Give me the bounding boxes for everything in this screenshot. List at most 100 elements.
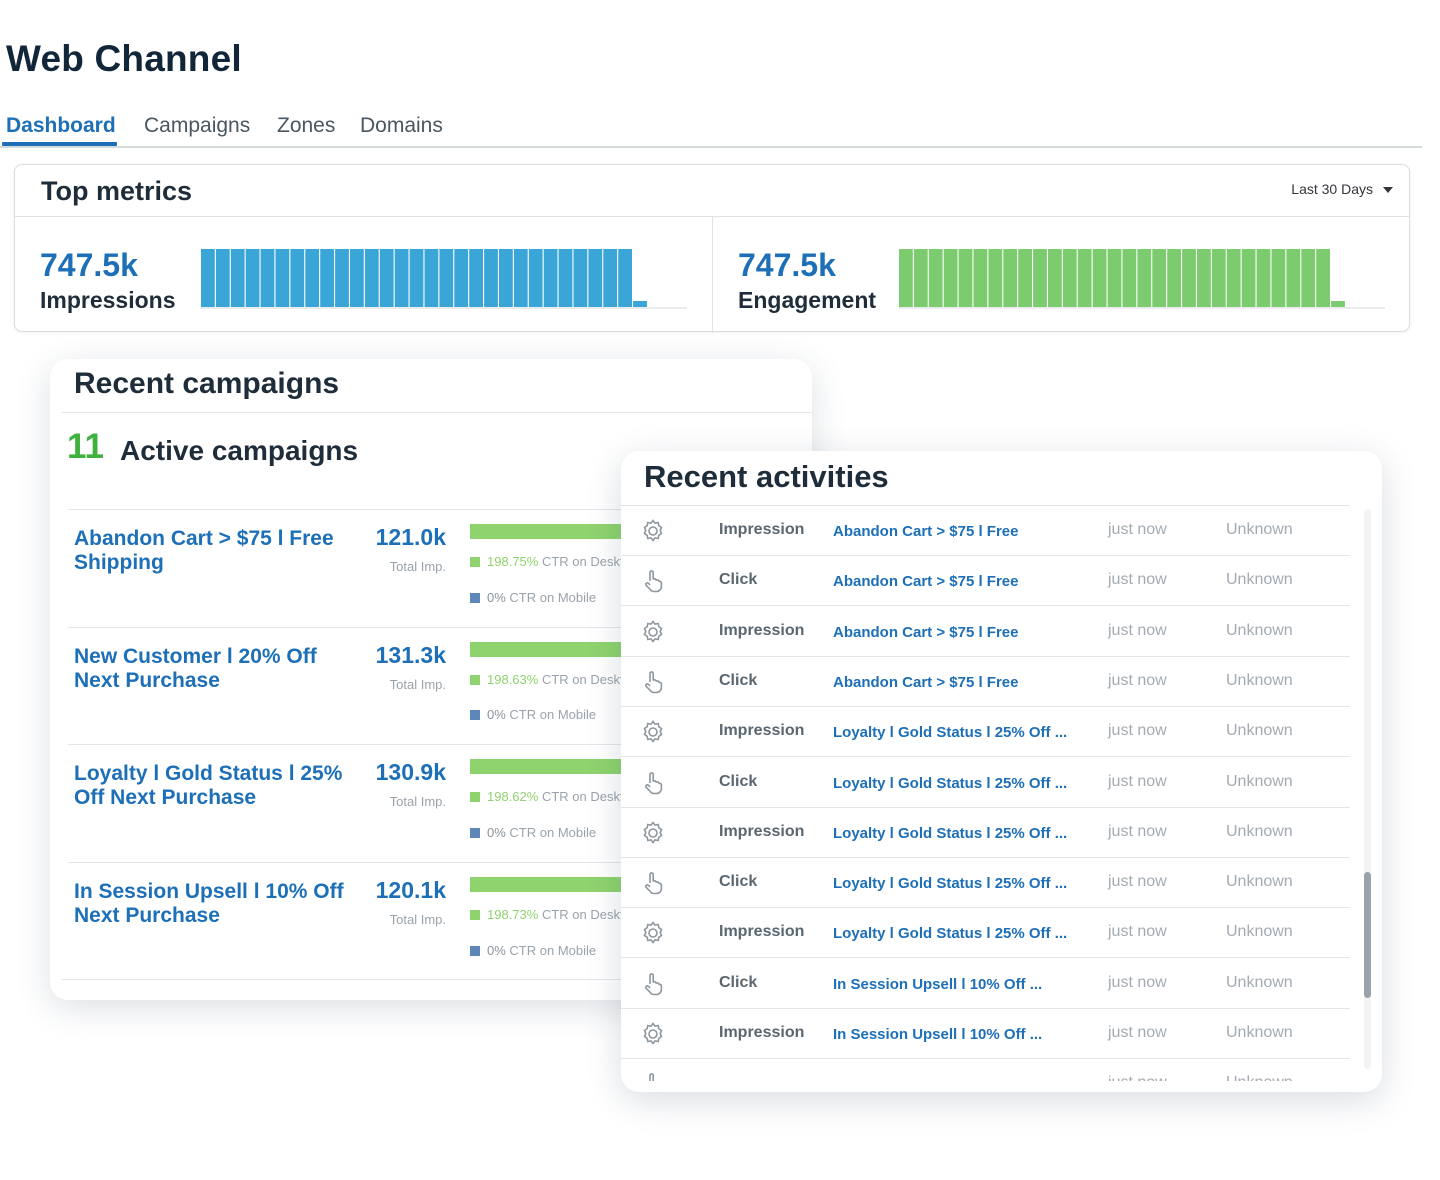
tab-zones[interactable]: Zones xyxy=(277,114,336,137)
sparkline-bar xyxy=(364,249,379,307)
activity-campaign-link[interactable]: Abandon Cart > $75 l Free xyxy=(833,523,1019,540)
active-tab-indicator xyxy=(2,142,117,146)
sparkline-bar xyxy=(1018,249,1032,307)
sparkline-bar xyxy=(603,249,618,307)
activity-campaign-link[interactable]: Loyalty l Gold Status l 25% Off ... xyxy=(833,774,1068,792)
activity-campaign-link[interactable]: Loyalty l Gold Status l 25% Off ... xyxy=(833,925,1068,943)
legend-square-icon xyxy=(470,556,480,567)
activity-campaign-link[interactable]: Loyalty l Gold Status l 25% Off ... xyxy=(833,875,1068,893)
campaign-impressions: 130.9k xyxy=(375,759,446,785)
impressions-value: 747.5k xyxy=(40,247,138,283)
desktop-ctr: 198.75% CTR on Desktop xyxy=(470,554,638,569)
ctr-bar xyxy=(470,642,670,657)
hand-pointer-icon xyxy=(640,870,666,896)
tab-domains[interactable]: Domains xyxy=(360,114,443,137)
hand-pointer-icon xyxy=(640,568,666,594)
tab-campaigns[interactable]: Campaigns xyxy=(144,114,251,137)
sparkline-bar xyxy=(335,249,349,307)
legend-square-icon xyxy=(470,945,480,956)
activities-list: Impression Abandon Cart > $75 l Free just … xyxy=(621,505,1350,1081)
sparkline-bar xyxy=(1286,249,1301,307)
recent-activities-title: Recent activities xyxy=(644,459,889,494)
activity-row: Click Loyalty l Gold Status l 25% Off ...… xyxy=(621,858,1350,909)
desktop-ctr: 198.63% CTR on Desktop xyxy=(470,672,638,687)
sparkline-bar xyxy=(899,249,913,307)
engagement-label: Engagement xyxy=(738,287,877,313)
engagement-value: 747.5k xyxy=(738,247,836,283)
page-title: Web Channel xyxy=(6,38,242,79)
campaign-impressions: 131.3k xyxy=(375,642,446,668)
recent-campaigns-title: Recent campaigns xyxy=(74,367,340,400)
top-metrics-header: Top metrics Last 30 Days xyxy=(15,165,1409,217)
sparkline-bar xyxy=(1137,249,1152,307)
legend-square-icon xyxy=(470,909,480,920)
desktop-ctr: 198.62% CTR on Desktop xyxy=(470,789,638,804)
campaign-name-link[interactable]: In Session Upsell l 10% Off Next Purchas… xyxy=(74,880,344,927)
mobile-ctr: 0% CTR on Mobile xyxy=(470,590,596,605)
hand-pointer-icon xyxy=(640,770,666,796)
activity-time: just now xyxy=(1108,923,1167,941)
date-range-dropdown[interactable]: Last 30 Days xyxy=(1291,181,1393,197)
mobile-ctr: 0% CTR on Mobile xyxy=(470,825,596,840)
sparkline-bar xyxy=(1316,249,1330,307)
activity-time: just now xyxy=(1108,571,1167,589)
top-metrics-title: Top metrics xyxy=(41,176,193,206)
sparkline-bar xyxy=(573,249,588,307)
activity-time: just now xyxy=(1108,621,1167,639)
sparkline-bar xyxy=(1241,249,1256,307)
campaign-name-link[interactable]: Loyalty l Gold Status l 25% Off Next Pur… xyxy=(74,762,343,809)
activity-row: Impression In Session Upsell l 10% Off ..… xyxy=(621,1009,1350,1059)
activity-row: Impression Abandon Cart > $75 l Free just … xyxy=(621,506,1350,556)
campaign-name-link[interactable]: Abandon Cart > $75 l Free Shipping xyxy=(74,527,334,574)
activity-device: Unknown xyxy=(1226,772,1293,790)
sparkline-bar xyxy=(543,249,558,307)
activity-device: Unknown xyxy=(1226,521,1293,538)
campaign-impressions: 121.0k xyxy=(375,524,446,550)
sparkline-bar xyxy=(499,249,513,307)
sparkline-bar xyxy=(215,249,230,307)
tab-dashboard[interactable]: Dashboard xyxy=(6,114,116,137)
activity-time: just now xyxy=(1108,973,1167,991)
impressions-label: Impressions xyxy=(40,287,176,313)
legend-square-icon xyxy=(470,709,480,720)
legend-square-icon xyxy=(470,791,480,802)
sparkline-bar xyxy=(1226,249,1241,307)
scrollbar-thumb[interactable] xyxy=(1364,872,1371,998)
activity-campaign-link[interactable]: In Session Upsell l 10% Off ... xyxy=(833,1026,1043,1043)
activity-type: Click xyxy=(719,973,758,991)
scrollbar-track[interactable] xyxy=(1364,509,1371,1069)
activity-campaign-link[interactable]: Loyalty l Gold Status l 25% Off ... xyxy=(833,724,1068,742)
sparkline-bar xyxy=(379,249,394,307)
activity-campaign-link[interactable]: In Session Upsell l 10% Off ... xyxy=(833,975,1043,993)
sparkline-bar xyxy=(528,249,543,307)
campaign-name-link[interactable]: New Customer l 20% Off Next Purchase xyxy=(74,645,317,692)
legend-square-icon xyxy=(470,592,480,603)
activity-type: Impression xyxy=(719,1024,805,1041)
activity-row: Impression Loyalty l Gold Status l 25% Of… xyxy=(621,808,1350,858)
hand-pointer-icon xyxy=(640,971,666,997)
legend-square-icon xyxy=(470,827,480,838)
metric-divider xyxy=(712,217,713,333)
activity-type: Impression xyxy=(719,722,805,740)
sparkline-bar xyxy=(1271,249,1286,307)
sparkline-bar xyxy=(290,249,305,307)
activity-time: just now xyxy=(1108,722,1167,740)
activity-campaign-link[interactable]: Abandon Cart > $75 l Free xyxy=(833,623,1019,641)
sparkline-bar xyxy=(320,249,334,307)
activity-campaign-link[interactable]: Abandon Cart > $75 l Free xyxy=(833,573,1019,591)
activity-time: just now xyxy=(1108,1074,1167,1081)
campaign-impressions: 120.1k xyxy=(375,877,446,903)
activity-campaign-link[interactable]: Abandon Cart > $75 l Free xyxy=(833,673,1019,691)
activity-device: Unknown xyxy=(1226,923,1293,941)
divider xyxy=(62,979,812,980)
sparkline-bar xyxy=(1107,249,1122,307)
sparkline-bar xyxy=(913,249,928,307)
sparkline-bar xyxy=(1197,249,1211,307)
activity-campaign-link[interactable]: Loyalty l Gold Status l 25% Off ... xyxy=(833,824,1068,842)
activity-row: just now Unknown xyxy=(621,1059,1350,1081)
activity-type: Click xyxy=(719,772,758,790)
sparkline-bar xyxy=(988,249,1003,307)
sparkline-bar xyxy=(958,249,973,307)
activity-type: Impression xyxy=(719,923,805,941)
sparkline-bar xyxy=(618,249,632,307)
